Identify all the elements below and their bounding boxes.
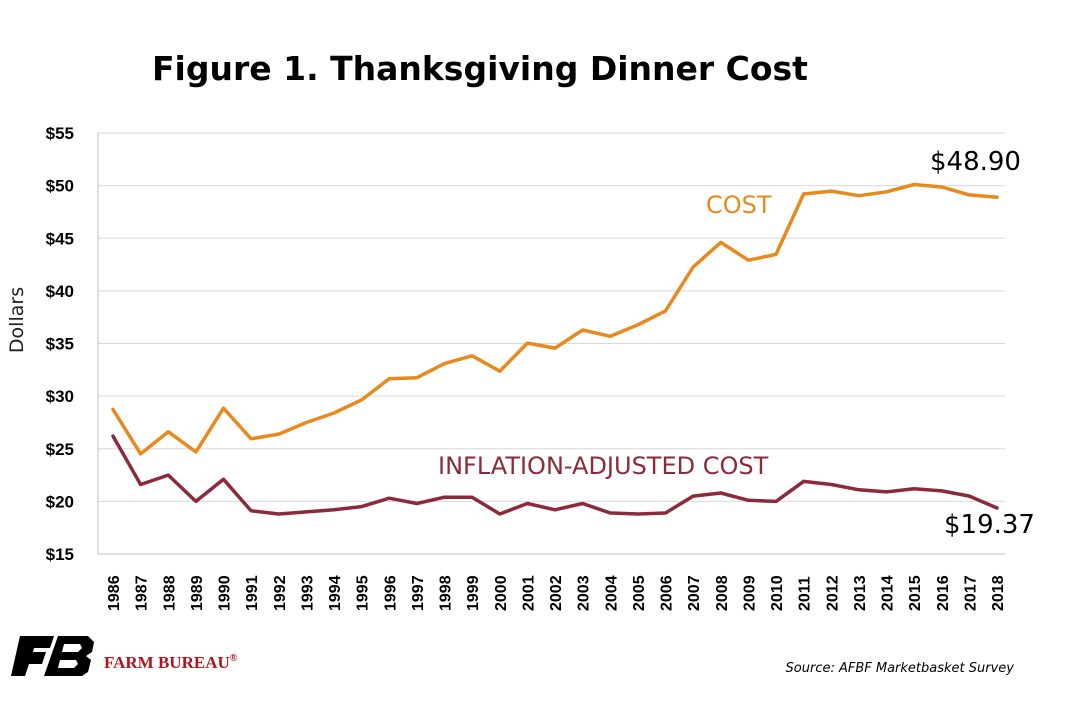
y-tick-label: $55 (46, 124, 74, 143)
x-tick-label: 1991 (244, 575, 261, 611)
y-tick-label: $40 (46, 282, 74, 301)
x-tick-label: 2013 (852, 575, 869, 611)
x-tick-label: 2005 (631, 575, 648, 611)
series-label-inflation-adjusted: INFLATION-ADJUSTED COST (438, 452, 769, 480)
logo-mark: ® (230, 653, 238, 664)
series-line-inflation-adjusted (111, 434, 999, 516)
x-tick-labels: 1986 1987 1988 1989 1990 1991 1992 1993 1994 1995… (106, 575, 1007, 611)
axes (97, 133, 1005, 555)
x-tick-label: 2004 (603, 575, 620, 611)
y-tick-label: $45 (46, 229, 74, 248)
x-tick-label: 2009 (741, 575, 758, 611)
x-tick-label: 2006 (659, 575, 676, 611)
x-tick-label: 1996 (382, 575, 399, 611)
x-tick-label: 2018 (990, 575, 1007, 611)
x-tick-label: 1988 (161, 575, 178, 611)
gridlines (98, 132, 1005, 502)
x-tick-label: 1989 (189, 575, 206, 611)
x-tick-label: 1987 (134, 575, 151, 611)
logo-text: FARM BUREAU® (104, 653, 238, 672)
x-tick-label: 2015 (907, 575, 924, 611)
y-tick-labels: $15 $20 $25 $30 $35 $40 $45 $50 $55 (46, 124, 74, 564)
x-tick-label: 1993 (299, 575, 316, 611)
x-tick-label: 1992 (272, 575, 289, 611)
x-tick-label: 1999 (465, 575, 482, 611)
x-tick-label: 1995 (355, 575, 372, 611)
x-tick-label: 2011 (797, 576, 814, 611)
x-tick-label: 1986 (106, 575, 123, 611)
x-tick-label: 2002 (548, 575, 565, 611)
x-tick-label: 1990 (217, 575, 234, 611)
farm-bureau-logo-icon (11, 636, 94, 676)
series-line-cost (111, 182, 999, 456)
y-tick-label: $15 (46, 545, 74, 564)
x-tick-label: 2010 (769, 575, 786, 611)
end-label-cost: $48.90 (930, 147, 1021, 177)
x-tick-label: 2016 (935, 575, 952, 611)
x-tick-label: 2000 (493, 575, 510, 611)
x-tick-label: 2017 (962, 575, 979, 611)
x-tick-label: 2008 (714, 575, 731, 611)
x-tick-label: 1997 (410, 575, 427, 611)
x-tick-label: 2014 (880, 575, 897, 611)
x-tick-label: 1998 (438, 575, 455, 611)
y-tick-label: $50 (46, 177, 74, 196)
y-tick-label: $30 (46, 387, 74, 406)
x-tick-label: 2007 (686, 575, 703, 611)
logo-name: FARM BUREAU (104, 653, 230, 672)
x-tick-label: 2012 (824, 575, 841, 611)
x-tick-label: 1994 (327, 575, 344, 611)
y-tick-label: $20 (46, 492, 74, 511)
series-lines (111, 182, 999, 516)
x-tick-label: 2001 (520, 575, 537, 611)
series-label-cost: COST (706, 191, 772, 219)
chart-title: Figure 1. Thanksgiving Dinner Cost (152, 49, 808, 88)
y-tick-label: $35 (46, 335, 74, 354)
x-tick-label: 2003 (576, 575, 593, 611)
end-label-inflation-adjusted: $19.37 (944, 510, 1035, 540)
source-note: Source: AFBF Marketbasket Survey (786, 661, 1015, 676)
y-axis-label: Dollars (6, 287, 28, 353)
y-tick-label: $25 (46, 440, 74, 459)
